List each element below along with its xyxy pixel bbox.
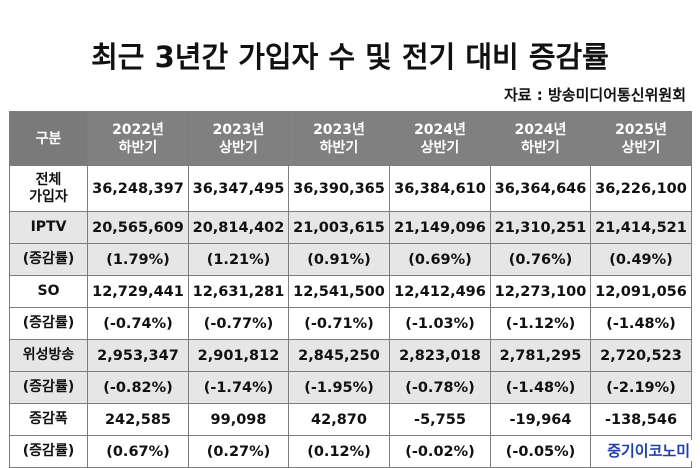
table-cell: 42,870 — [288, 403, 390, 436]
table-cell: (-0.82%) — [87, 371, 189, 404]
table-cell: (-1.12%) — [490, 307, 591, 340]
table-cell: 20,565,609 — [87, 211, 189, 244]
table-cell: (0.69%) — [389, 243, 491, 276]
table-cell: (0.27%) — [188, 435, 289, 468]
table-cell: (0.91%) — [288, 243, 390, 276]
period-year: 2025년 — [615, 121, 667, 138]
subscriber-table: 구분 2022년 하반기 2023년 상반기 2023년 하반기 2024년 상반기 2… — [9, 111, 692, 468]
row-label: (증감률) — [9, 435, 88, 468]
table-row-so-rate: (증감률) (-0.74%) (-0.77%) (-0.71%) (-1.03%… — [9, 307, 692, 340]
row-label: 전체 가입자 — [9, 165, 88, 212]
table-cell: 21,414,521 — [590, 211, 692, 244]
table-cell: 36,390,365 — [288, 165, 390, 212]
table-cell: (0.76%) — [490, 243, 591, 276]
table-cell: 36,226,100 — [590, 165, 692, 212]
table-cell: 12,273,100 — [490, 275, 591, 308]
table-row-total: 전체 가입자 36,248,397 36,347,495 36,390,365 3… — [9, 165, 692, 212]
table-cell: 12,091,056 — [590, 275, 692, 308]
table-cell: 2,901,812 — [188, 339, 289, 372]
table-row-change: 증감폭 242,585 99,098 42,870 -5,755 -19,964… — [9, 403, 692, 436]
period-header: 2022년 하반기 — [87, 111, 189, 166]
row-label-line: 가입자 — [29, 188, 68, 205]
period-year: 2024년 — [514, 121, 567, 138]
period-header: 2023년 하반기 — [288, 111, 390, 166]
table-cell: (-0.74%) — [87, 307, 189, 340]
table-cell: 99,098 — [188, 403, 289, 436]
period-half: 상반기 — [219, 139, 258, 156]
table-row-so: SO 12,729,441 12,631,281 12,541,500 12,4… — [9, 275, 692, 308]
table-row-satellite: 위성방송 2,953,347 2,901,812 2,845,250 2,823… — [9, 339, 692, 372]
table-cell: 2,720,523 — [590, 339, 692, 372]
table-cell: (-1.48%) — [490, 371, 591, 404]
table-cell: 2,953,347 — [87, 339, 189, 372]
table-cell: 12,631,281 — [188, 275, 289, 308]
period-year: 2023년 — [212, 121, 265, 138]
table-cell: -19,964 — [490, 403, 591, 436]
corner-header: 구분 — [9, 111, 88, 166]
table-cell: (0.49%) — [590, 243, 692, 276]
table-cell: 2,781,295 — [490, 339, 591, 372]
table-cell: 12,729,441 — [87, 275, 189, 308]
table-cell: (0.12%) — [288, 435, 390, 468]
table-row-change-rate: (증감률) (0.67%) (0.27%) (0.12%) (-0.02%) (… — [9, 435, 692, 468]
period-year: 2022년 — [112, 121, 164, 138]
row-label: (증감률) — [9, 307, 88, 340]
period-header: 2023년 상반기 — [188, 111, 289, 166]
table-cell: 21,310,251 — [490, 211, 591, 244]
table-cell: (-1.48%) — [590, 307, 692, 340]
table-cell: (-0.77%) — [188, 307, 289, 340]
row-label-line: 전체 — [35, 171, 62, 188]
table-cell: 36,248,397 — [87, 165, 189, 212]
table-cell: 36,347,495 — [188, 165, 289, 212]
row-label: IPTV — [9, 211, 88, 244]
table-cell: 12,541,500 — [288, 275, 390, 308]
table-cell: 21,003,615 — [288, 211, 390, 244]
table-cell: (1.21%) — [188, 243, 289, 276]
table-cell: (-1.03%) — [389, 307, 491, 340]
table-cell: 20,814,402 — [188, 211, 289, 244]
table-cell: (-0.02%) — [389, 435, 491, 468]
table-cell: (-0.05%) — [490, 435, 591, 468]
period-half: 하반기 — [319, 139, 359, 156]
row-label: (증감률) — [9, 243, 88, 276]
table-cell: 242,585 — [87, 403, 189, 436]
table-cell: 2,823,018 — [389, 339, 491, 372]
source-note: 자료 : 방송미디어통신위원회 — [503, 86, 686, 104]
table-cell: (-2.19%) — [590, 371, 692, 404]
header-row: 구분 2022년 하반기 2023년 상반기 2023년 하반기 2024년 상반기 2… — [9, 111, 692, 166]
period-half: 상반기 — [420, 139, 460, 156]
page-title: 최근 3년간 가입자 수 및 전기 대비 증감률 — [91, 40, 609, 74]
period-header: 2024년 상반기 — [389, 111, 491, 166]
table-cell: (-0.78%) — [389, 371, 491, 404]
table-cell: 36,364,646 — [490, 165, 591, 212]
period-header: 2025년 상반기 — [590, 111, 692, 166]
publisher-logo: 중기이코노미 — [605, 440, 692, 461]
table-cell: -138,546 — [590, 403, 692, 436]
period-half: 상반기 — [621, 139, 661, 156]
period-year: 2023년 — [313, 121, 365, 138]
table-cell: 2,845,250 — [288, 339, 390, 372]
table-cell: (1.79%) — [87, 243, 189, 276]
period-half: 하반기 — [521, 139, 560, 156]
row-label: 위성방송 — [9, 339, 88, 372]
table-row-satellite-rate: (증감률) (-0.82%) (-1.74%) (-1.95%) (-0.78%… — [9, 371, 692, 404]
table-cell: (-1.95%) — [288, 371, 390, 404]
row-label: SO — [9, 275, 88, 308]
table-cell: (-1.74%) — [188, 371, 289, 404]
table-row-iptv: IPTV 20,565,609 20,814,402 21,003,615 21… — [9, 211, 692, 244]
period-half: 하반기 — [118, 139, 158, 156]
table-row-iptv-rate: (증감률) (1.79%) (1.21%) (0.91%) (0.69%) (0… — [9, 243, 692, 276]
table-cell: 12,412,496 — [389, 275, 491, 308]
period-year: 2024년 — [414, 121, 466, 138]
table-cell: 21,149,096 — [389, 211, 491, 244]
row-label: 증감폭 — [9, 403, 88, 436]
period-header: 2024년 하반기 — [490, 111, 591, 166]
table-cell: 36,384,610 — [389, 165, 491, 212]
table-cell: -5,755 — [389, 403, 491, 436]
table-cell: (-0.71%) — [288, 307, 390, 340]
table-cell: (0.67%) — [87, 435, 189, 468]
row-label: (증감률) — [9, 371, 88, 404]
